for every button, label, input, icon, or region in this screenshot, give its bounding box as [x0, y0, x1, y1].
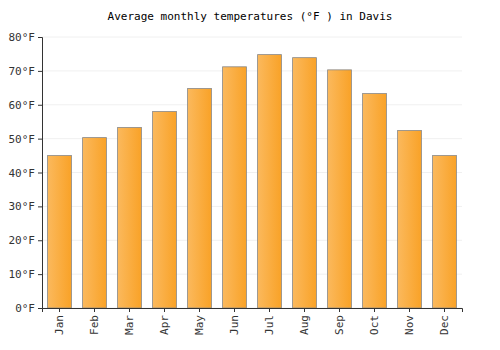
chart-svg: Average monthly temperatures (°F ) in Da… — [0, 0, 500, 350]
x-tick: Sep — [333, 308, 346, 335]
y-tick-mark — [38, 105, 42, 106]
x-tick: Jul — [263, 308, 276, 335]
bar — [363, 94, 387, 308]
x-tick: Nov — [403, 308, 416, 335]
chart-container: Average monthly temperatures (°F ) in Da… — [0, 0, 500, 350]
bar — [188, 88, 212, 308]
grid — [42, 37, 462, 308]
y-tick-label: 10°F — [9, 268, 36, 281]
x-tick-mark — [374, 308, 375, 312]
x-tick-label: May — [193, 315, 206, 335]
bar — [48, 156, 72, 308]
x-tick-label: Nov — [403, 315, 416, 335]
x-tick-mark — [234, 308, 235, 312]
y-tick: 30°F — [9, 200, 43, 213]
bar — [223, 67, 247, 308]
x-tick-mark — [164, 308, 165, 312]
y-tick: 50°F — [9, 133, 43, 146]
x-tick-mark — [129, 308, 130, 312]
x-tick: Jun — [228, 308, 241, 335]
y-tick-label: 0°F — [15, 302, 35, 315]
bar — [433, 156, 457, 308]
y-tick-mark — [38, 240, 42, 241]
x-tick-label: Dec — [438, 315, 451, 335]
x-tick: Jan — [53, 308, 66, 335]
y-tick-mark — [38, 71, 42, 72]
y-tick-label: 80°F — [9, 31, 36, 44]
bar — [153, 112, 177, 308]
y-axis: 0°F 10°F 20°F 30°F 40°F 50°F 60°F 70°F 80°F — [9, 31, 43, 315]
x-tick: Aug — [298, 308, 311, 335]
x-tick-label: Jan — [53, 315, 66, 335]
bar — [293, 58, 317, 308]
x-tick: May — [193, 308, 206, 335]
x-tick: Apr — [158, 308, 171, 335]
chart-title: Average monthly temperatures (°F ) in Da… — [108, 10, 393, 23]
y-tick: 0°F — [15, 302, 42, 315]
plot-area: 0°F 10°F 20°F 30°F 40°F 50°F 60°F 70°F 80°F Jan Fe… — [9, 31, 463, 335]
y-tick-label: 40°F — [9, 167, 36, 180]
x-tick-mark — [444, 308, 445, 312]
y-tick-mark — [38, 139, 42, 140]
x-axis: Jan Feb Mar Apr May Jun Jul Aug Sep Oct Nov Dec — [43, 308, 463, 335]
x-tick-label: Mar — [123, 315, 136, 335]
x-tick: Mar — [123, 308, 136, 335]
y-tick-label: 60°F — [9, 99, 36, 112]
y-tick-mark — [38, 308, 42, 309]
grid-line — [42, 104, 462, 105]
grid-line — [42, 37, 462, 38]
x-tick-mark — [94, 308, 95, 312]
bar — [328, 70, 352, 308]
x-tick-mark — [409, 308, 410, 312]
bar — [258, 55, 282, 308]
x-tick-mark — [339, 308, 340, 312]
x-tick-label: Feb — [88, 315, 101, 335]
y-tick-label: 70°F — [9, 65, 36, 78]
y-tick: 10°F — [9, 268, 43, 281]
y-tick-mark — [38, 37, 42, 38]
y-tick-mark — [38, 173, 42, 174]
x-tick-label: Sep — [333, 315, 346, 335]
y-tick-mark — [38, 206, 42, 207]
x-tick-label: Oct — [368, 315, 381, 335]
bar — [118, 127, 142, 308]
y-axis-line — [38, 38, 43, 309]
x-tick-mark — [59, 308, 60, 312]
x-tick: Dec — [438, 308, 451, 335]
x-tick-label: Jul — [263, 315, 276, 335]
bar — [83, 138, 107, 308]
y-tick-label: 50°F — [9, 133, 36, 146]
y-tick: 20°F — [9, 234, 43, 247]
y-tick: 40°F — [9, 167, 43, 180]
y-tick-mark — [38, 274, 42, 275]
x-tick-mark — [199, 308, 200, 312]
y-tick: 80°F — [9, 31, 43, 44]
x-tick-label: Aug — [298, 315, 311, 335]
x-tick: Oct — [368, 308, 381, 335]
x-tick-label: Apr — [158, 315, 171, 335]
x-tick-mark — [269, 308, 270, 312]
y-tick-label: 30°F — [9, 200, 36, 213]
x-tick-mark — [304, 308, 305, 312]
bars — [48, 55, 457, 308]
x-tick-label: Jun — [228, 315, 241, 335]
x-axis-line — [43, 309, 463, 313]
y-tick: 60°F — [9, 99, 43, 112]
y-tick: 70°F — [9, 65, 43, 78]
grid-line — [42, 70, 462, 71]
bar — [398, 130, 422, 308]
y-tick-label: 20°F — [9, 234, 36, 247]
x-tick: Feb — [88, 308, 101, 335]
